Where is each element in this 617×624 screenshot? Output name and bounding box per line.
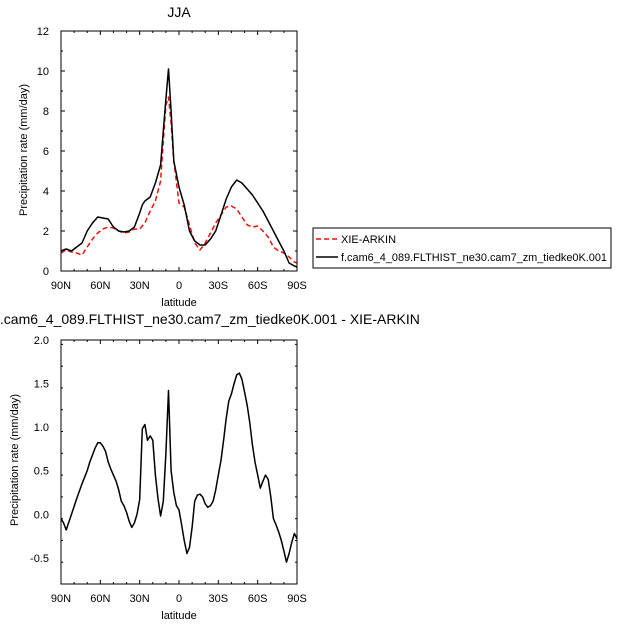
top-series-line-f-cam6-4-089-flthist-ne30-cam7-zm-tiedke0k-001 (60, 68, 298, 268)
top-x-tick-label: 30S (209, 280, 229, 292)
top-axis-ticks: 90N 60N 30N 0 30S 60S 90S 0 2 4 6 8 10 12 (37, 26, 307, 292)
bottom-series-line-difference (60, 372, 298, 563)
legend: XIE-ARKIN f.cam6_4_089.FLTHIST_ne30.cam7… (312, 227, 612, 269)
top-series-line-xie-arkin (60, 96, 298, 264)
bottom-x-axis-label: latitude (161, 610, 196, 622)
top-y-tick-label: 0 (43, 266, 49, 278)
bottom-x-tick-label: 90S (287, 593, 307, 605)
top-y-tick-label: 4 (43, 186, 49, 198)
bottom-panel: f.cam6_4_089.FLTHIST_ne30.cam7_zm_tiedke… (0, 311, 420, 622)
bottom-x-tick-label: 0 (176, 593, 182, 605)
top-y-tick-label: 12 (37, 26, 49, 38)
top-series (60, 68, 298, 268)
legend-box (312, 227, 612, 269)
top-y-tick-label: 6 (43, 146, 49, 158)
bottom-x-tick-label: 60S (248, 593, 268, 605)
bottom-y-axis-label: Precipitation rate (mm/day) (9, 394, 21, 526)
top-x-tick-label: 0 (176, 280, 182, 292)
top-x-tick-label: 60N (90, 280, 110, 292)
bottom-x-tick-label: 30N (130, 593, 150, 605)
bottom-y-tick-label: 0.0 (34, 509, 49, 521)
bottom-axis-ticks: 90N 60N 30N 0 30S 60S 90S -0.5 0.0 0.5 1.0 1.5 2.0 (30, 335, 307, 605)
legend-label-xie-arkin: XIE-ARKIN (341, 234, 396, 246)
bottom-y-tick-label: -0.5 (30, 553, 49, 565)
bottom-x-tick-label: 90N (51, 593, 71, 605)
top-x-tick-label: 60S (248, 280, 268, 292)
bottom-y-tick-label: 0.5 (34, 466, 49, 478)
bottom-plot-frame (60, 339, 298, 585)
top-chart-title: JJA (167, 4, 191, 20)
top-y-axis-label: Precipitation rate (mm/day) (18, 84, 30, 216)
bottom-x-tick-label: 30S (209, 593, 229, 605)
top-y-tick-label: 8 (43, 106, 49, 118)
top-x-tick-label: 90N (51, 280, 71, 292)
top-x-tick-label: 90S (287, 280, 307, 292)
top-plot-frame (60, 30, 298, 272)
top-panel: JJA Precipitation rate (mm/day) latitude… (18, 4, 307, 309)
bottom-y-tick-label: 2.0 (34, 335, 49, 347)
top-y-tick-label: 2 (43, 226, 49, 238)
bottom-y-tick-label: 1.0 (34, 422, 49, 434)
legend-label-model: f.cam6_4_089.FLTHIST_ne30.cam7_zm_tiedke… (341, 252, 607, 264)
bottom-x-tick-label: 60N (90, 593, 110, 605)
bottom-y-tick-label: 1.5 (34, 379, 49, 391)
bottom-chart-title: f.cam6_4_089.FLTHIST_ne30.cam7_zm_tiedke… (0, 311, 420, 327)
top-y-tick-label: 10 (37, 66, 49, 78)
top-x-tick-label: 30N (130, 280, 150, 292)
bottom-series (60, 372, 298, 563)
top-x-axis-label: latitude (161, 297, 196, 309)
